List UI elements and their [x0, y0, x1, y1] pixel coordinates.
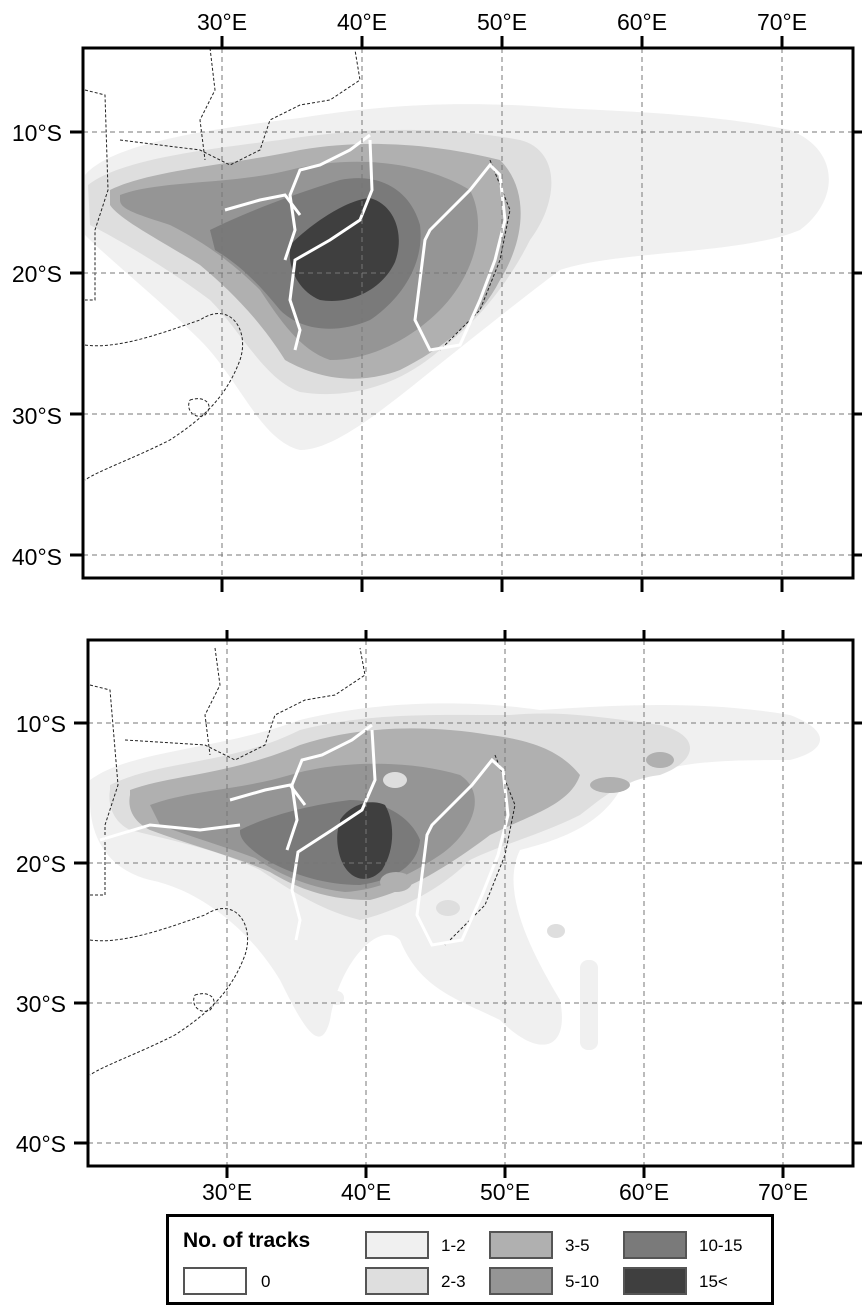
legend-label: 0 — [261, 1272, 271, 1291]
lon-label: 60°E — [619, 1179, 669, 1205]
lon-label: 50°E — [480, 1179, 530, 1205]
legend-label: 1-2 — [441, 1236, 466, 1255]
legend-swatch-1-2 — [365, 1231, 429, 1259]
lon-label: 40°E — [341, 1179, 391, 1205]
contour-patch — [330, 991, 344, 1005]
lon-label: 40°E — [337, 9, 387, 35]
contour-patch — [590, 777, 630, 793]
graticule — [88, 640, 853, 1166]
lat-label: 10°S — [16, 711, 66, 737]
legend: No. of tracks 0 1-2 2-3 3-5 5-10 10-15 1… — [166, 1214, 774, 1305]
legend-swatch-0 — [183, 1267, 247, 1295]
legend-label: 10-15 — [699, 1236, 743, 1255]
lat-label: 20°S — [16, 851, 66, 877]
graticule — [83, 48, 853, 578]
contour-patch — [646, 752, 674, 768]
lat-label: 30°S — [16, 991, 66, 1017]
lon-label: 60°E — [617, 9, 667, 35]
lat-label: 30°S — [12, 403, 62, 429]
coast-outline — [224, 133, 507, 352]
legend-label: 5-10 — [565, 1272, 600, 1291]
map-frame — [81, 46, 855, 580]
coast-outline — [99, 723, 510, 947]
contour-patch — [547, 924, 565, 938]
lat-label: 40°S — [12, 544, 62, 570]
legend-swatch-10-15 — [623, 1231, 687, 1259]
legend-swatch-5-10 — [489, 1267, 553, 1295]
legend-label: 3-5 — [565, 1236, 590, 1255]
lon-label: 50°E — [477, 9, 527, 35]
legend-title: No. of tracks — [183, 1229, 311, 1252]
legend-label: 2-3 — [441, 1272, 466, 1291]
map-frame — [86, 638, 855, 1168]
density-field — [88, 640, 853, 1166]
contour-15-plus — [289, 198, 399, 301]
lon-label: 70°E — [757, 9, 807, 35]
legend-swatch-2-3 — [365, 1267, 429, 1295]
contour-patch — [436, 900, 460, 916]
upper-map: 30°E 40°E 50°E 60°E 70°E 10°S 20°S 30°S … — [12, 9, 862, 592]
legend-swatch-15-plus — [623, 1267, 687, 1295]
contour-patch — [580, 960, 598, 1050]
lat-label: 10°S — [12, 120, 62, 146]
contour-patch — [380, 872, 412, 892]
lat-label: 40°S — [16, 1131, 66, 1157]
contour-patch — [383, 772, 407, 788]
legend-label: 15< — [699, 1272, 728, 1291]
lon-label: 70°E — [758, 1179, 808, 1205]
lat-label: 20°S — [12, 261, 62, 287]
lon-label: 30°E — [197, 9, 247, 35]
density-field — [83, 48, 853, 578]
legend-swatch-3-5 — [489, 1231, 553, 1259]
contour-15-plus — [337, 802, 393, 879]
lon-label: 30°E — [202, 1179, 252, 1205]
lower-map: 10°S 20°S 30°S 40°S 30°E 40°E 50°E 60°E … — [16, 630, 862, 1205]
